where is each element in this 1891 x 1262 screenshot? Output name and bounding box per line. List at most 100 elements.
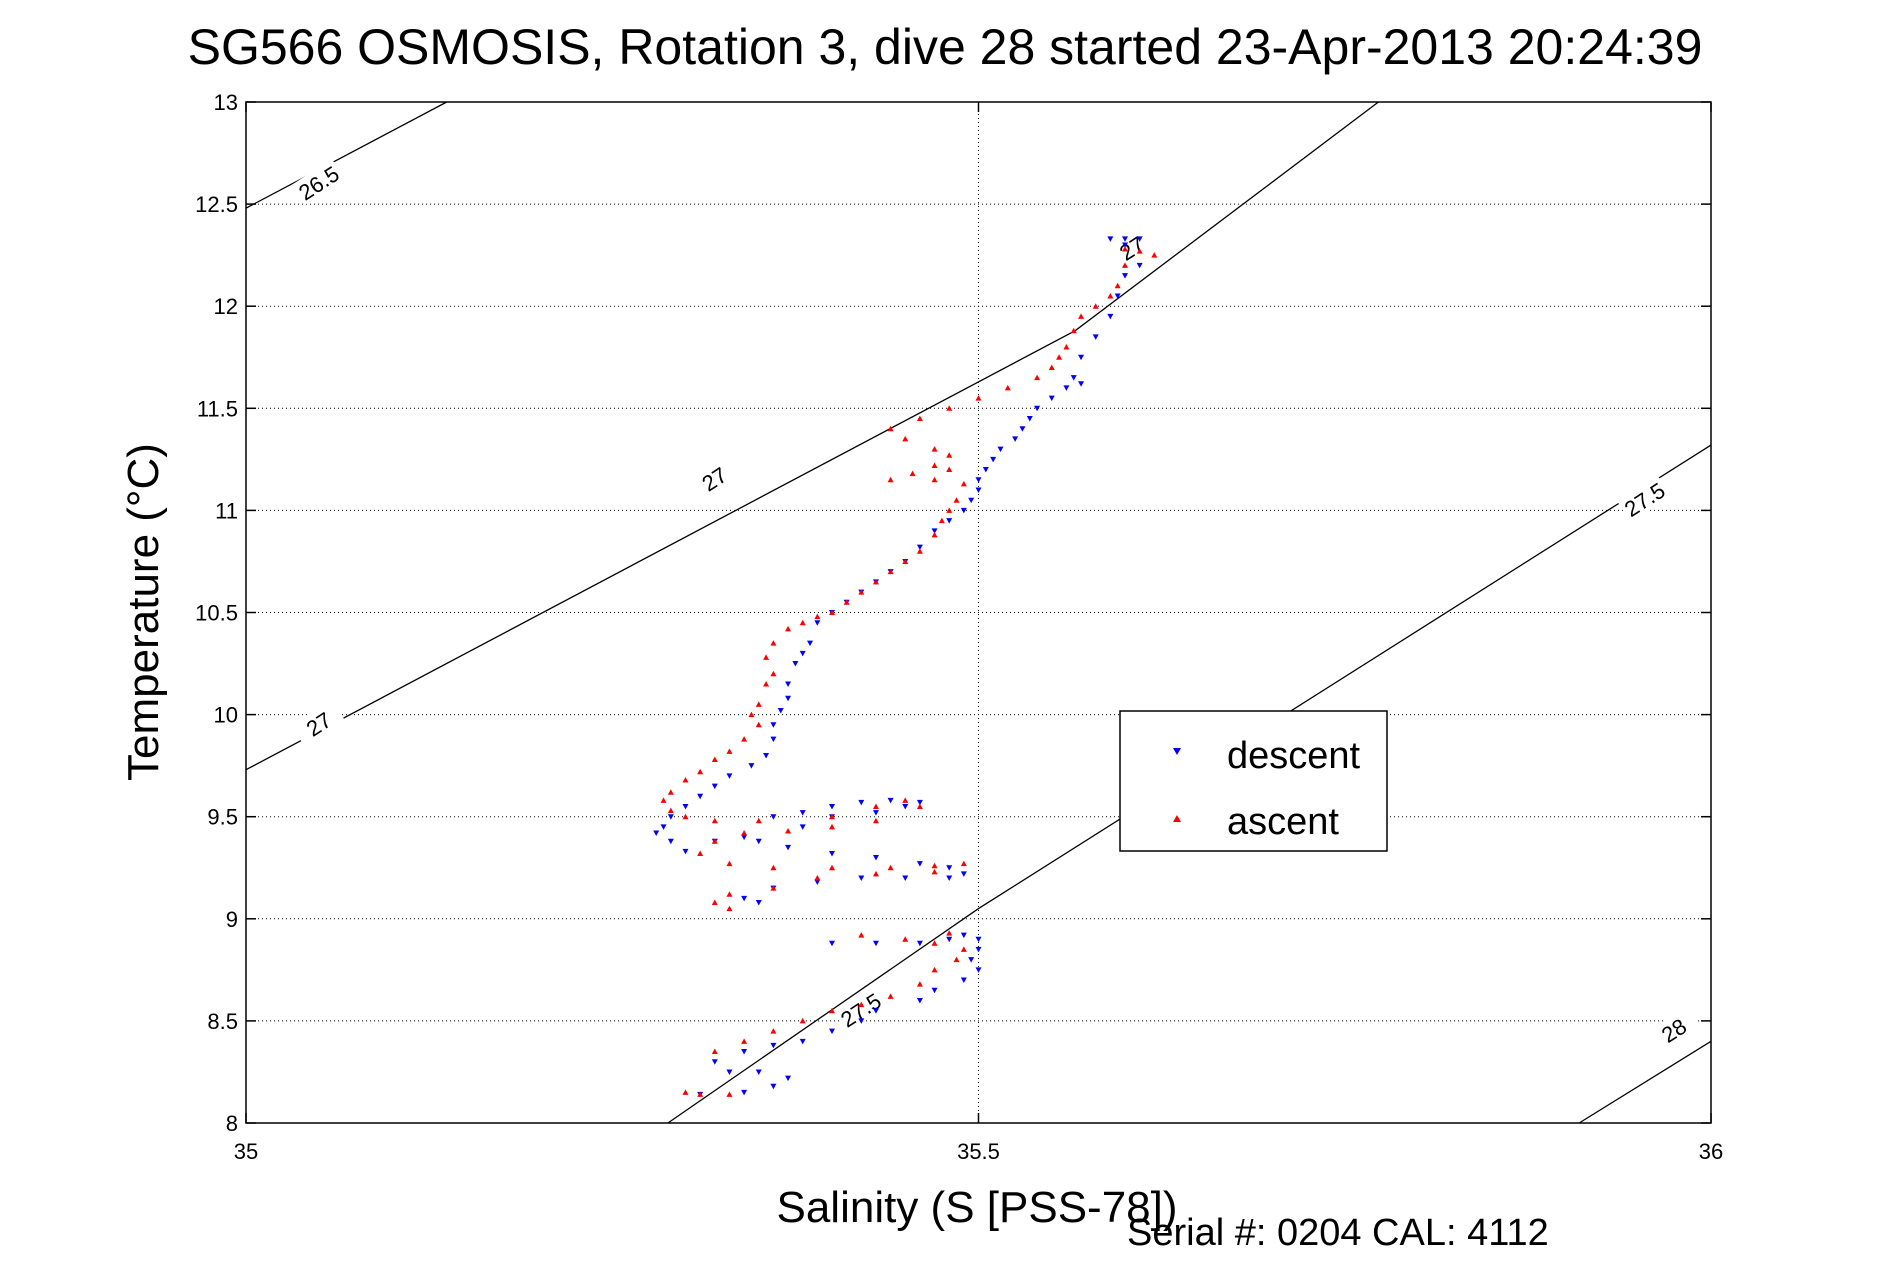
- ascent-point: [711, 817, 718, 824]
- legend-box: [1119, 710, 1388, 852]
- descent-point: [711, 1059, 718, 1065]
- descent-point: [946, 865, 953, 871]
- ascent-point: [770, 864, 777, 871]
- y-axis-label: Temperature (°C): [119, 443, 168, 781]
- y-tick-label: 9: [226, 907, 238, 932]
- ascent-point: [909, 470, 916, 477]
- descent-point: [829, 803, 835, 810]
- descent-point: [902, 803, 909, 810]
- ascent-point: [1092, 303, 1099, 309]
- descent-point: [770, 814, 777, 820]
- contour-label-bg: [1617, 475, 1671, 522]
- descent-point: [741, 1089, 748, 1096]
- ascent-point: [829, 609, 835, 615]
- ascent-point: [770, 640, 777, 646]
- ascent-point: [843, 599, 850, 605]
- descent-point: [770, 722, 777, 728]
- ascent-point: [946, 507, 953, 513]
- descent-point: [872, 1008, 879, 1014]
- legend-ascent-label: ascent: [1227, 801, 1339, 843]
- descent-point: [872, 855, 879, 861]
- ascent-point: [1070, 327, 1077, 334]
- ascent-point: [682, 776, 689, 783]
- ascent-point: [682, 1089, 689, 1095]
- descent-point: [667, 838, 674, 845]
- y-tick-label: 12: [214, 294, 238, 319]
- descent-point: [1078, 354, 1085, 361]
- descent-point: [982, 467, 989, 473]
- descent-point: [916, 544, 923, 551]
- contour-label-bg: [833, 985, 887, 1033]
- y-tick-label: 11: [215, 498, 238, 523]
- descent-point: [770, 736, 777, 743]
- descent-point: [1122, 242, 1128, 248]
- descent-point: [916, 861, 923, 867]
- ascent-point: [755, 701, 762, 707]
- ascent-point: [975, 395, 982, 401]
- ascent-point: [799, 619, 806, 626]
- descent-point: [975, 946, 982, 953]
- descent-point: [770, 1083, 777, 1090]
- y-tick-label: 8.5: [207, 1009, 238, 1034]
- ascent-point: [872, 803, 879, 809]
- ascent-point: [697, 850, 704, 856]
- descent-point: [741, 834, 748, 841]
- descent-point: [902, 875, 909, 881]
- ascent-point: [711, 756, 718, 763]
- descent-point: [755, 838, 762, 845]
- ascent-point: [1004, 384, 1011, 391]
- descent-point: [946, 518, 953, 524]
- descent-point: [1136, 262, 1143, 269]
- descent-point: [990, 456, 997, 463]
- legend-descent-marker: [1173, 748, 1181, 755]
- ascent-point: [667, 807, 674, 814]
- ascent-point: [770, 885, 777, 891]
- descent-point: [785, 1075, 792, 1082]
- ascent-point: [741, 1038, 748, 1044]
- descent-point: [741, 895, 748, 902]
- ascent-point: [1107, 292, 1114, 299]
- ascent-point: [931, 966, 938, 973]
- descent-point: [858, 1018, 865, 1024]
- legend-ascent-marker: [1173, 815, 1181, 822]
- chart-title: SG566 OSMOSIS, Rotation 3, dive 28 start…: [188, 19, 1703, 75]
- ascent-point: [931, 862, 938, 869]
- y-tick-label: 8: [226, 1111, 238, 1136]
- y-tick-label: 9.5: [207, 805, 238, 830]
- descent-point: [711, 783, 718, 790]
- ascent-point: [814, 613, 821, 620]
- ascent-point: [726, 1091, 733, 1097]
- descent-point: [960, 871, 967, 877]
- descent-point: [829, 1028, 835, 1035]
- ascent-point: [916, 981, 923, 987]
- descent-point: [799, 810, 806, 816]
- ascent-point: [938, 517, 945, 524]
- ascent-point: [814, 874, 821, 881]
- y-tick-label: 12.5: [195, 192, 238, 217]
- ascent-point: [711, 1048, 718, 1055]
- descent-point: [741, 1049, 748, 1055]
- ascent-point: [1114, 282, 1121, 289]
- descent-point: [1048, 395, 1055, 402]
- x-tick-label: 35: [234, 1139, 258, 1164]
- descent-point: [799, 1038, 806, 1045]
- ascent-point: [770, 1028, 777, 1034]
- contour-label-bg: [1104, 224, 1158, 271]
- descent-point: [799, 824, 806, 830]
- ascent-point: [887, 425, 894, 432]
- descent-point: [916, 799, 923, 806]
- descent-point: [682, 803, 689, 810]
- ascent-point: [887, 568, 894, 575]
- ascent-point: [763, 654, 770, 660]
- ascent-point: [726, 860, 733, 867]
- ascent-point: [1034, 374, 1041, 381]
- ascent-point: [711, 838, 718, 844]
- descent-point: [726, 773, 733, 779]
- ascent-point: [887, 993, 894, 999]
- descent-point: [785, 681, 792, 687]
- ascent-point: [872, 578, 879, 585]
- descent-point: [1012, 436, 1019, 442]
- density-contour-26.5: [245, 101, 448, 209]
- ascent-point: [755, 817, 762, 824]
- serial-cal-label: Serial #: 0204 CAL: 4112: [1127, 1212, 1549, 1254]
